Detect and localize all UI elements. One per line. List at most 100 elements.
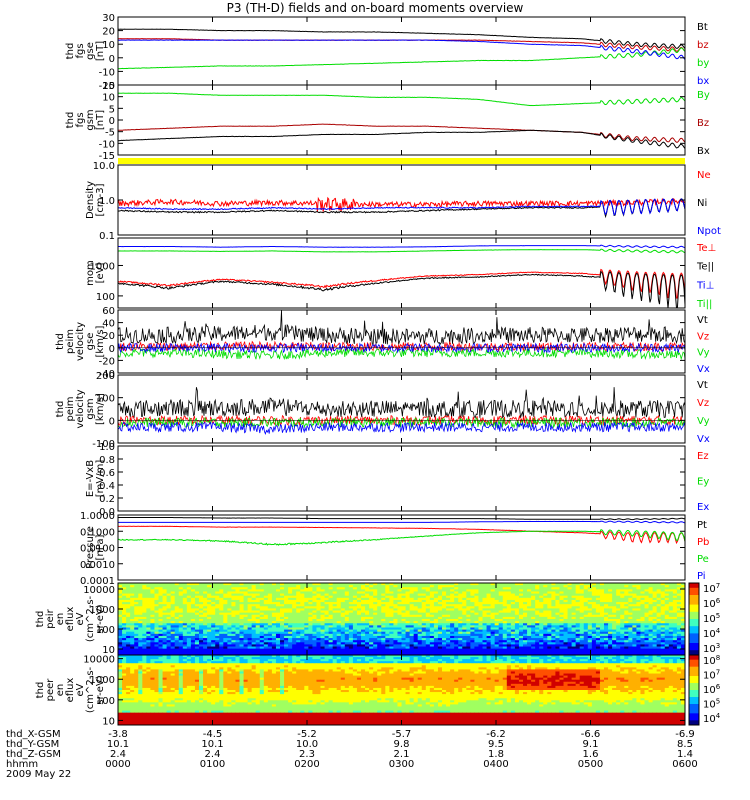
- heatmap-cell: [591, 589, 597, 592]
- heatmap-cell: [328, 638, 334, 641]
- heatmap-cell: [377, 627, 382, 630]
- heatmap-cell: [490, 633, 496, 637]
- heatmap-cell: [494, 604, 500, 607]
- heatmap-cell: [251, 612, 257, 616]
- heatmap-cell: [146, 587, 151, 590]
- heatmap-cell: [559, 648, 564, 652]
- heatmap-cell: [466, 599, 471, 603]
- heatmap-cell: [122, 585, 127, 588]
- heatmap-cell: [648, 583, 653, 586]
- heatmap-cell: [599, 614, 605, 618]
- legend-label-Ey: Ey: [697, 477, 709, 488]
- heatmap-cell: [636, 583, 641, 586]
- heatmap-cell: [608, 591, 613, 594]
- heatmap-cell: [142, 597, 147, 601]
- heatmap-cell: [527, 619, 532, 622]
- heatmap-cell: [142, 629, 147, 633]
- heatmap-cell: [652, 591, 658, 594]
- heatmap-cell: [680, 585, 686, 588]
- heatmap-cell: [263, 638, 269, 641]
- heatmap-cell: [450, 610, 455, 614]
- heatmap-cell: [263, 646, 269, 650]
- heatmap-cell: [535, 612, 540, 616]
- heatmap-cell: [255, 646, 261, 650]
- heatmap-cell: [429, 612, 435, 616]
- heatmap-cell: [239, 593, 244, 597]
- heatmap-cell: [676, 608, 682, 611]
- heatmap-cell: [490, 610, 496, 614]
- heatmap-cell: [142, 631, 147, 635]
- heatmap-cell: [320, 648, 325, 652]
- heatmap-cell: [320, 638, 325, 641]
- heatmap-cell: [474, 583, 479, 586]
- heatmap-cell: [514, 629, 520, 633]
- heatmap-cell: [122, 614, 127, 618]
- heatmap-cell: [620, 602, 625, 605]
- heatmap-cell: [194, 604, 200, 607]
- heatmap-cell: [425, 612, 431, 616]
- panel-frame: [117, 164, 686, 236]
- heatmap-cell: [369, 650, 374, 654]
- y-tick-label: 0.6: [99, 468, 115, 479]
- heatmap-cell: [118, 606, 123, 609]
- heatmap-cell: [385, 583, 390, 586]
- heatmap-cell: [239, 604, 244, 607]
- heatmap-cell: [361, 608, 366, 611]
- heatmap-cell: [413, 599, 419, 603]
- heatmap-cell: [470, 612, 475, 616]
- heatmap-cell: [523, 614, 528, 618]
- heatmap-cell: [271, 635, 277, 639]
- heatmap-cell: [324, 644, 329, 647]
- heatmap-cell: [344, 593, 350, 597]
- heatmap-cell: [612, 612, 617, 616]
- heatmap-cell: [664, 629, 670, 633]
- heatmap-cell: [223, 640, 228, 643]
- heatmap-cell: [150, 585, 155, 588]
- heatmap-cell: [190, 627, 196, 630]
- heatmap-cell: [531, 623, 536, 626]
- heatmap-cell: [571, 642, 577, 645]
- heatmap-cell: [547, 625, 552, 628]
- heatmap-cell: [312, 644, 317, 647]
- heatmap-cell: [199, 587, 204, 590]
- heatmap-cell: [219, 642, 224, 645]
- heatmap-cell: [482, 650, 487, 654]
- heatmap-cell: [207, 619, 212, 622]
- heatmap-cell: [150, 602, 155, 605]
- heatmap-cell: [263, 610, 269, 614]
- heatmap-cell: [648, 593, 653, 597]
- heatmap-cell: [126, 623, 131, 626]
- heatmap-cell: [377, 597, 382, 601]
- heatmap-cell: [551, 640, 556, 643]
- heatmap-cell: [235, 638, 240, 641]
- heatmap-cell: [219, 604, 224, 607]
- heatmap-cell: [150, 589, 155, 592]
- heatmap-cell: [126, 599, 131, 603]
- heatmap-cell: [591, 610, 597, 614]
- heatmap-cell: [215, 650, 220, 654]
- heatmap-cell: [612, 597, 617, 601]
- heatmap-cell: [178, 606, 184, 609]
- heatmap-cell: [429, 583, 435, 586]
- heatmap-cell: [231, 612, 236, 616]
- y-tick-label: 40: [102, 319, 115, 330]
- heatmap-cell: [527, 591, 532, 594]
- heatmap-cell: [470, 640, 475, 643]
- heatmap-cell: [620, 650, 625, 654]
- heatmap-cell: [186, 619, 192, 622]
- heatmap-cell: [292, 585, 297, 588]
- heatmap-cell: [442, 650, 447, 654]
- heatmap-cell: [429, 642, 435, 645]
- heatmap-cell: [660, 640, 666, 643]
- heatmap-cell: [211, 631, 216, 635]
- series-line-Pi: [118, 520, 686, 524]
- heatmap-cell: [474, 591, 479, 594]
- y-axis-label: [mV/m]: [95, 460, 106, 498]
- heatmap-cell: [393, 599, 398, 603]
- heatmap-cell: [446, 629, 451, 633]
- heatmap-cell: [138, 602, 143, 605]
- heatmap-cell: [381, 644, 386, 647]
- heatmap-cell: [312, 597, 317, 601]
- heatmap-cell: [409, 621, 415, 624]
